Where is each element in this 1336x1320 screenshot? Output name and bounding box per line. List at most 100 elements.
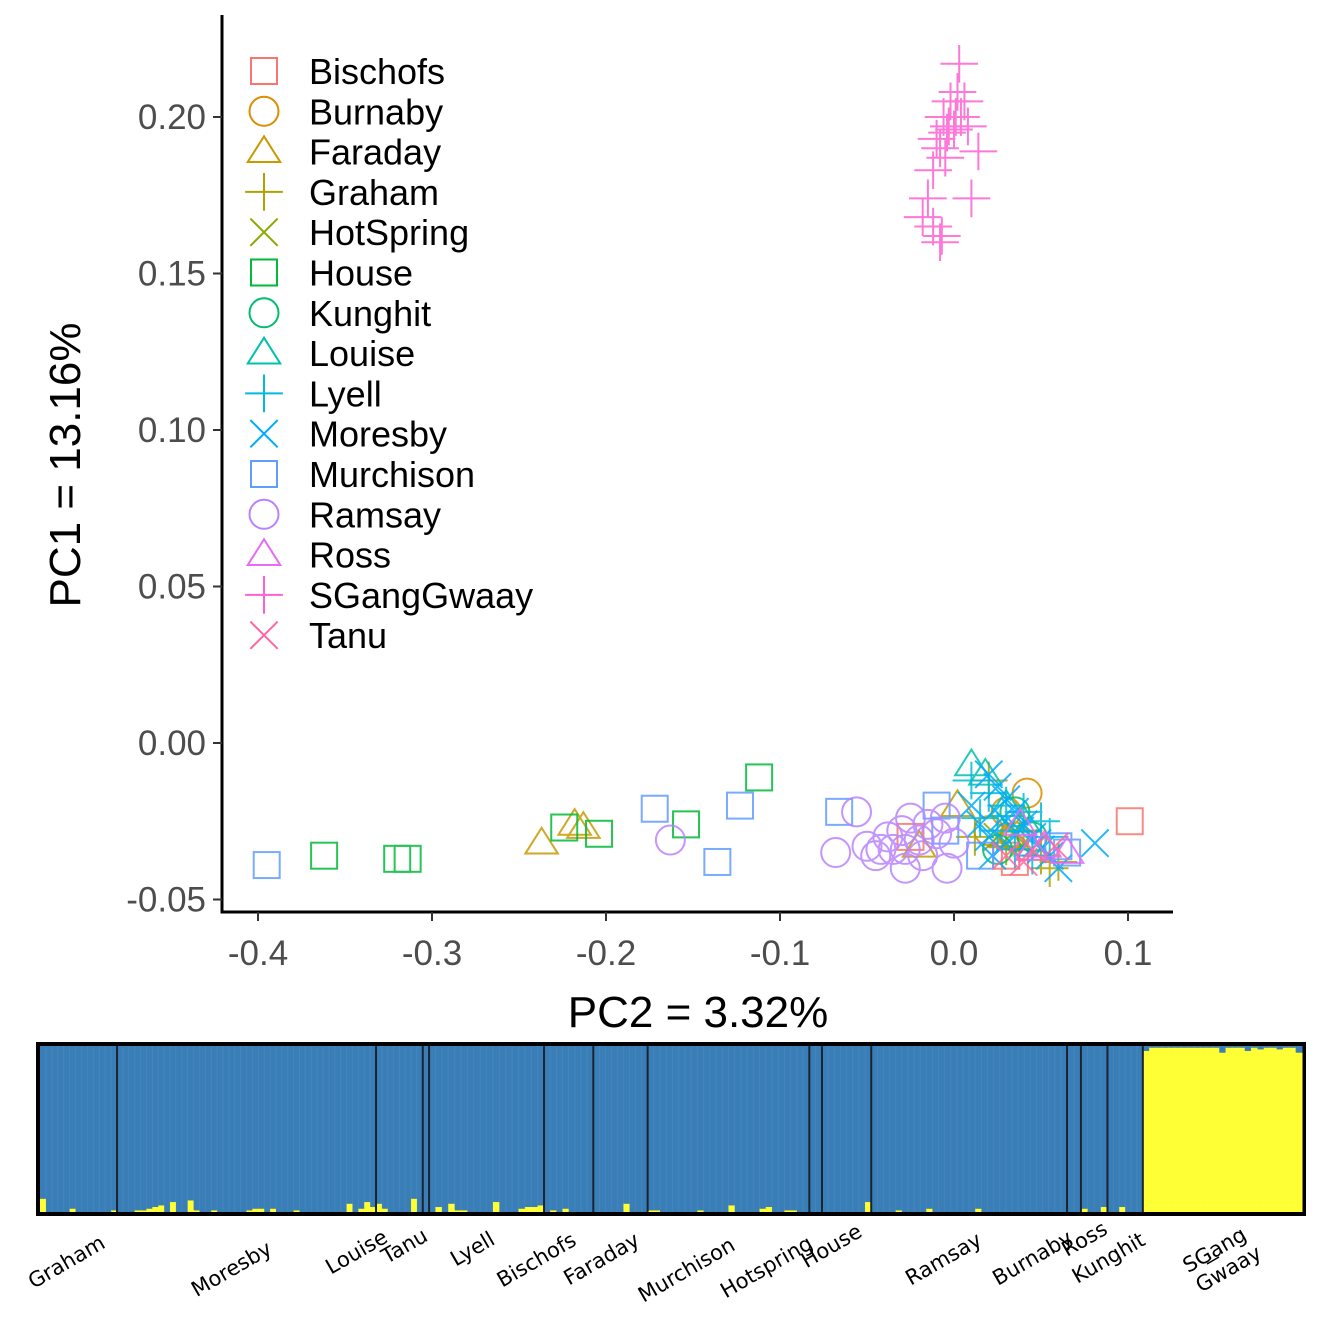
data-point (935, 110, 973, 149)
data-point (841, 796, 873, 828)
admixture-bar-cluster1 (1142, 1046, 1150, 1051)
y-tick-label: 0.00 (138, 724, 206, 763)
admixture-bar-cluster1 (1011, 1046, 1019, 1212)
admixture-bar-cluster1 (914, 1046, 921, 1212)
admixture-bar-cluster1 (1270, 1046, 1278, 1048)
admixture-bar-cluster2 (697, 1210, 705, 1212)
legend-label: Kunghit (309, 293, 431, 334)
admixture-bar-cluster1 (660, 1046, 667, 1212)
legend-key-plus-icon (245, 173, 283, 211)
admixture-bar-cluster1 (568, 1046, 576, 1212)
admixture-bar-cluster2 (111, 1210, 118, 1212)
admixture-bar-cluster1 (264, 1046, 271, 1212)
admixture-bar-cluster1 (240, 1046, 248, 1212)
admixture-bar-cluster2 (381, 1208, 389, 1212)
admixture-bar-cluster1 (778, 1046, 785, 1212)
admixture-bar-cluster1 (531, 1046, 539, 1208)
x-tick-label: -0.4 (228, 934, 288, 973)
legend-key-square-icon (250, 57, 278, 85)
admixture-bar-cluster1 (1030, 1046, 1037, 1212)
admixture-bar-cluster1 (81, 1046, 88, 1212)
admixture-bar-cluster1 (199, 1046, 206, 1212)
admixture-bar-cluster1 (1125, 1046, 1132, 1212)
admixture-bar-cluster2 (358, 1208, 365, 1212)
data-point (903, 198, 942, 237)
legend-item: Burnaby (248, 91, 443, 132)
admixture-bar-cluster1 (63, 1046, 71, 1212)
admixture-bar-cluster1 (486, 1046, 494, 1212)
population-label: Burnaby (988, 1226, 1076, 1291)
admixture-bar-cluster1 (901, 1046, 909, 1212)
admixture-bar-cluster2 (1193, 1047, 1201, 1212)
admixture-bar-cluster1 (716, 1046, 723, 1212)
admixture-bar-cluster2 (346, 1203, 353, 1212)
data-point (550, 813, 579, 842)
series-tanu (991, 831, 1070, 877)
admixture-bar-cluster1 (703, 1046, 711, 1212)
admixture-bar-cluster1 (334, 1046, 342, 1212)
legend-label: Graham (309, 172, 439, 213)
admixture-bar-cluster1 (317, 1046, 324, 1212)
admixture-bar-cluster1 (623, 1046, 631, 1204)
admixture-bar-cluster1 (492, 1046, 500, 1203)
admixture-bar-cluster1 (1067, 1046, 1075, 1212)
admixture-bar-cluster1 (1080, 1046, 1089, 1209)
data-point (945, 82, 984, 121)
data-point (991, 784, 1021, 814)
admixture-bar-cluster1 (765, 1046, 773, 1208)
admixture-bar-cluster1 (759, 1046, 767, 1209)
legend-key-circle-icon (248, 297, 280, 329)
admixture-bar-cluster2 (1270, 1047, 1278, 1212)
data-point (983, 772, 1012, 802)
admixture-bar-cluster1 (635, 1046, 643, 1212)
admixture-bar-cluster1 (1174, 1046, 1182, 1048)
legend-label: Lyell (309, 373, 382, 414)
admixture-bar-cluster1 (99, 1046, 106, 1212)
admixture-bar-cluster1 (796, 1046, 804, 1212)
admixture-bar-cluster1 (840, 1046, 848, 1212)
data-point (967, 757, 1004, 786)
admixture-bar-cluster1 (858, 1046, 866, 1212)
admixture-bar-cluster1 (328, 1046, 336, 1212)
admixture-bar-cluster2 (1244, 1050, 1252, 1212)
data-point (912, 808, 944, 840)
admixture-bar-cluster1 (605, 1046, 612, 1212)
admixture-bar-cluster2 (1161, 1047, 1169, 1212)
admixture-bar-cluster1 (281, 1046, 289, 1212)
admixture-bar-cluster1 (57, 1046, 65, 1212)
admixture-bar-cluster1 (722, 1046, 729, 1212)
admixture-bar-cluster2 (623, 1203, 631, 1212)
data-point (909, 179, 947, 218)
admixture-bar-cluster1 (164, 1046, 171, 1212)
admixture-bar-cluster2 (790, 1210, 798, 1212)
admixture-bar-cluster1 (393, 1046, 400, 1212)
admixture-bar-cluster2 (1251, 1047, 1258, 1212)
admixture-bar-cluster1 (1251, 1046, 1258, 1048)
data-point (865, 833, 897, 865)
admixture-bar-cluster1 (1212, 1046, 1220, 1048)
legend-item: Bischofs (250, 51, 445, 92)
admixture-bar-cluster1 (593, 1046, 600, 1212)
admixture-bar-cluster1 (1018, 1046, 1025, 1212)
structure-group-faraday (593, 1046, 649, 1212)
pca-scatter-plot: -0.05 0.00 0.05 0.10 0.15 0.20 -0.4 -0.3 -0.2 -0.… (41, 15, 1173, 1030)
admixture-bar-cluster2 (170, 1202, 177, 1212)
admixture-bar-cluster1 (370, 1046, 377, 1208)
admixture-bar-cluster2 (926, 1208, 933, 1212)
admixture-bar-cluster1 (518, 1046, 526, 1209)
admixture-bar-cluster1 (1005, 1046, 1013, 1212)
admixture-bar-cluster2 (1155, 1047, 1163, 1212)
structure-group-lyell (429, 1046, 545, 1212)
legend-key-plus-icon (245, 374, 283, 413)
data-point (383, 844, 412, 873)
admixture-bar-cluster2 (524, 1207, 532, 1212)
data-point (940, 44, 979, 83)
data-point (825, 797, 854, 826)
data-point (921, 818, 953, 850)
admixture-bar-cluster1 (111, 1046, 118, 1211)
admixture-bar-cluster2 (784, 1210, 792, 1212)
admixture-bar-cluster1 (448, 1046, 456, 1204)
data-point (987, 786, 1026, 825)
legend-item: Murchison (250, 454, 475, 495)
admixture-bar-cluster2 (1200, 1047, 1207, 1212)
